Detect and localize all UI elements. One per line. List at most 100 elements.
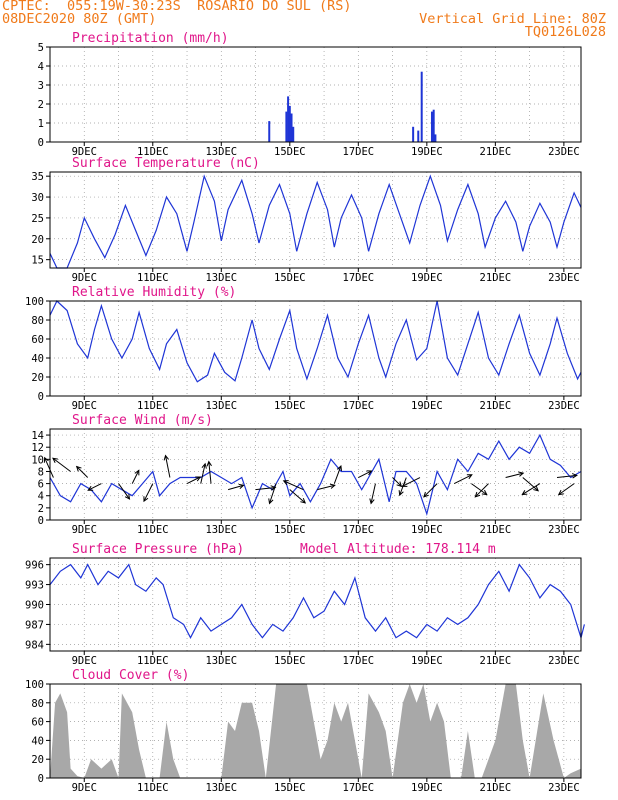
wind-arrowhead: [206, 460, 212, 467]
wind-xtick-label: 9DEC: [72, 524, 97, 536]
cloud-cover-xtick-label: 17DEC: [343, 782, 375, 794]
wind-xtick-label: 23DEC: [548, 524, 580, 536]
wind-arrow: [76, 466, 89, 478]
pressure-ytick-label: 993: [25, 580, 44, 592]
precipitation-bar: [285, 111, 288, 142]
precipitation-ytick-label: 3: [38, 80, 44, 92]
precipitation-title: Precipitation (mm/h): [72, 31, 229, 46]
wind-arrowhead: [163, 454, 169, 461]
precipitation-ytick-label: 0: [38, 137, 44, 149]
pressure-line: [49, 563, 585, 640]
precipitation-bar: [434, 134, 437, 142]
wind-arrow: [87, 483, 102, 491]
wind-title: Surface Wind (m/s): [72, 413, 213, 428]
wind-arrowhead: [423, 491, 429, 498]
wind-ytick-label: 14: [31, 430, 44, 442]
precipitation-bar: [288, 105, 291, 142]
wind-ytick-label: 6: [38, 479, 44, 491]
cloud-cover-xtick-label: 23DEC: [548, 782, 580, 794]
wind-arrowhead: [533, 485, 539, 492]
pressure-xtick-label: 17DEC: [343, 655, 375, 667]
pressure-xtick-label: 19DEC: [411, 655, 443, 667]
humidity-xtick-label: 19DEC: [411, 400, 443, 412]
humidity-title: Relative Humidity (%): [72, 285, 236, 300]
temperature-xtick-label: 21DEC: [480, 272, 512, 284]
precipitation-bar: [420, 71, 423, 142]
wind-arrowhead: [571, 473, 578, 479]
pressure-xtick-label: 9DEC: [72, 655, 97, 667]
cloud-cover-xtick-label: 9DEC: [72, 782, 97, 794]
header-model-code: TQ0126L028: [524, 24, 606, 40]
cloud-cover-ytick-label: 40: [31, 735, 44, 747]
wind-arrowhead: [87, 485, 94, 491]
humidity-xtick-label: 15DEC: [274, 400, 306, 412]
temperature-title: Surface Temperature (nC): [72, 156, 260, 171]
precipitation-bar: [287, 96, 290, 142]
wind-ytick-label: 12: [31, 442, 44, 454]
pressure-title: Surface Pressure (hPa): [72, 542, 244, 557]
temperature-frame: [49, 171, 582, 269]
wind-arrowhead: [268, 498, 274, 505]
wind-arrowhead: [282, 480, 289, 486]
wind-arrowhead: [366, 470, 373, 476]
pressure-ytick-label: 984: [25, 639, 44, 651]
wind-xtick-label: 15DEC: [274, 524, 306, 536]
wind-arrow: [392, 477, 402, 487]
pressure-ytick-label: 987: [25, 619, 44, 631]
precipitation-xtick-label: 13DEC: [205, 146, 237, 158]
wind-xtick-label: 13DEC: [205, 524, 237, 536]
wind-arrow: [200, 463, 206, 484]
wind-arrow: [454, 474, 473, 485]
wind-arrow: [131, 470, 140, 484]
pressure-xtick-label: 13DEC: [205, 655, 237, 667]
wind-ytick-label: 4: [38, 491, 44, 503]
cloud-cover-xtick-label: 21DEC: [480, 782, 512, 794]
wind-arrow: [52, 457, 71, 472]
humidity-panel: 0 20 40 60 80 100 9DEC 11DEC 13DEC 15DEC 17DEC 19DE…: [25, 285, 582, 412]
pressure-ytick-label: 996: [25, 560, 44, 572]
wind-arrow: [471, 483, 488, 496]
precipitation-xtick-label: 9DEC: [72, 146, 97, 158]
temperature-xtick-label: 11DEC: [137, 272, 169, 284]
temperature-xtick-label: 15DEC: [274, 272, 306, 284]
humidity-xtick-label: 13DEC: [205, 400, 237, 412]
humidity-xtick-label: 23DEC: [548, 400, 580, 412]
wind-arrowhead: [518, 471, 525, 477]
cloud-cover-area: [50, 684, 581, 778]
wind-arrowhead: [52, 457, 58, 463]
temperature-panel: 15 20 25 30 35 9DEC 11DEC 13DEC 15DEC 17DEC 19DEC 2…: [31, 156, 582, 284]
precipitation-xtick-label: 21DEC: [480, 146, 512, 158]
wind-arrow: [333, 465, 342, 484]
wind-ytick-label: 0: [38, 515, 44, 527]
wind-arrow: [522, 483, 541, 496]
wind-arrowhead: [481, 489, 488, 496]
wind-arrow: [370, 483, 376, 504]
precipitation-xtick-label: 15DEC: [274, 146, 306, 158]
humidity-ytick-label: 80: [31, 315, 44, 327]
precipitation-ytick-label: 1: [38, 118, 44, 130]
temperature-xtick-label: 19DEC: [411, 272, 443, 284]
humidity-xtick-label: 11DEC: [137, 400, 169, 412]
wind-arrow: [505, 472, 524, 479]
wind-arrow: [556, 474, 577, 479]
wind-frame: [49, 428, 582, 521]
wind-arrowhead: [396, 481, 403, 488]
humidity-ytick-label: 20: [31, 372, 44, 384]
wind-arrow: [283, 480, 304, 491]
precipitation-bar: [290, 113, 293, 142]
wind-xtick-label: 21DEC: [480, 524, 512, 536]
pressure-xtick-label: 11DEC: [137, 655, 169, 667]
cloud-cover-xtick-label: 13DEC: [205, 782, 237, 794]
wind-arrow: [423, 483, 438, 498]
wind-arrowhead: [329, 483, 336, 489]
precipitation-bar: [430, 111, 433, 142]
temperature-xtick-label: 23DEC: [548, 272, 580, 284]
temperature-xtick-label: 17DEC: [343, 272, 375, 284]
wind-arrow: [228, 484, 244, 491]
pressure-xtick-label: 15DEC: [274, 655, 306, 667]
pressure-panel: 984 987 990 993 996 9DEC 11DEC 13DEC 15DEC 17DEC 1…: [25, 542, 585, 667]
precipitation-ytick-label: 4: [38, 61, 44, 73]
wind-ytick-label: 10: [31, 454, 44, 466]
